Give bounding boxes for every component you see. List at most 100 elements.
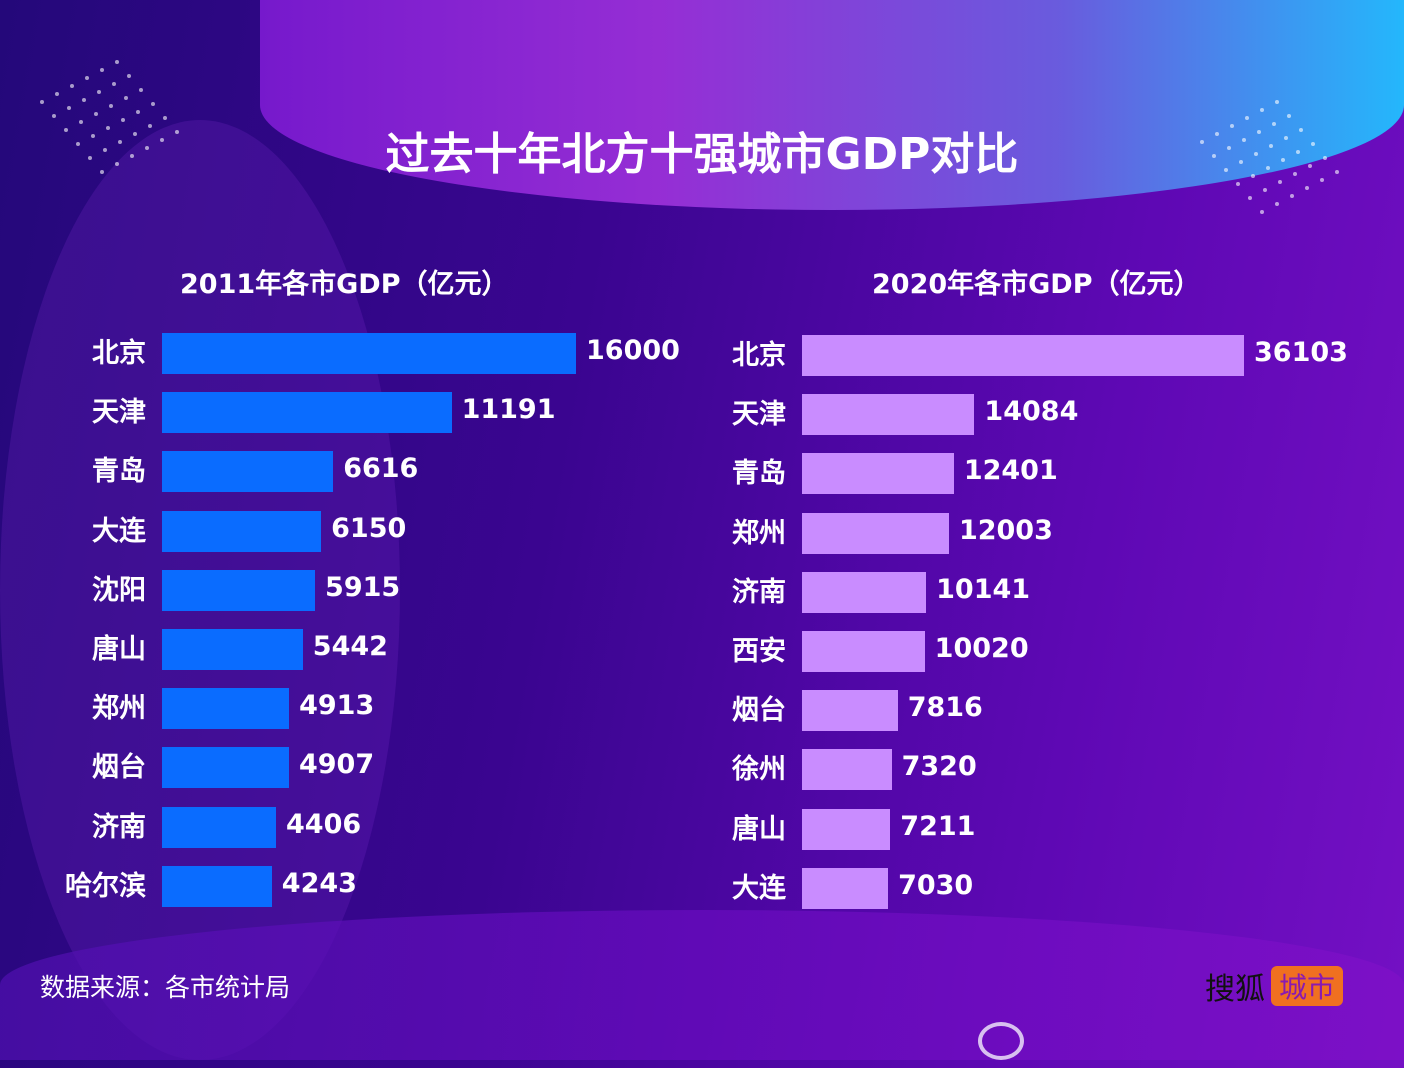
- dot-decoration: [1305, 186, 1309, 190]
- dot-decoration: [109, 104, 113, 108]
- dot-decoration: [1335, 170, 1339, 174]
- background-wave: [0, 910, 1404, 1060]
- dot-decoration: [145, 146, 149, 150]
- bar: [802, 690, 898, 732]
- category-label: 济南: [732, 576, 786, 608]
- data-label: 4406: [286, 808, 362, 840]
- dot-decoration: [1251, 174, 1255, 178]
- dot-decoration: [1242, 138, 1246, 142]
- bar: [802, 394, 975, 436]
- dot-decoration: [118, 140, 122, 144]
- bar: [162, 688, 290, 730]
- category-label: 北京: [732, 340, 786, 371]
- dot-decoration: [52, 114, 56, 118]
- dot-decoration: [163, 116, 167, 120]
- bar: [162, 629, 303, 670]
- dot-decoration: [1290, 194, 1294, 198]
- dot-decoration: [130, 154, 134, 158]
- dot-decoration: [1239, 160, 1243, 164]
- dot-decoration: [115, 60, 119, 64]
- page-title: 过去十年北方十强城市GDP对比: [385, 129, 1019, 180]
- bar: [802, 631, 925, 672]
- dot-decoration: [160, 138, 164, 142]
- data-label: 4243: [281, 867, 357, 899]
- category-label: 济南: [92, 811, 146, 843]
- dot-decoration: [1266, 166, 1270, 170]
- dot-decoration: [1236, 182, 1240, 186]
- category-label: 天津: [732, 399, 786, 431]
- data-label: 12401: [963, 455, 1058, 487]
- bar: [162, 569, 316, 611]
- dot-decoration: [1227, 146, 1231, 150]
- dot-decoration: [1293, 172, 1297, 176]
- dot-decoration: [85, 76, 89, 80]
- category-label: 大连: [92, 515, 146, 547]
- data-label: 36103: [1254, 337, 1348, 368]
- dot-decoration: [1200, 140, 1204, 144]
- data-label: 12003: [958, 514, 1053, 546]
- bar: [162, 747, 289, 789]
- data-label: 16000: [586, 335, 680, 366]
- dot-decoration: [1287, 114, 1291, 118]
- category-label: 青岛: [92, 456, 146, 488]
- dot-decoration: [1308, 164, 1312, 168]
- chart-title-2011: 2011年各市GDP（亿元）: [180, 269, 509, 300]
- dot-decoration: [124, 96, 128, 100]
- category-label: 哈尔滨: [65, 870, 146, 902]
- data-label: 4913: [299, 690, 375, 722]
- dot-decoration: [67, 106, 71, 110]
- dot-decoration: [100, 170, 104, 174]
- data-label: 11191: [461, 394, 556, 426]
- category-label: 唐山: [92, 634, 146, 665]
- dot-decoration: [70, 84, 74, 88]
- dot-decoration: [103, 148, 107, 152]
- data-label: 10020: [934, 633, 1029, 664]
- dot-decoration: [94, 112, 98, 116]
- category-label: 徐州: [732, 754, 786, 786]
- data-label: 7320: [901, 751, 977, 783]
- dot-decoration: [1260, 210, 1264, 214]
- dot-decoration: [76, 142, 80, 146]
- dot-decoration: [1269, 144, 1273, 148]
- dot-decoration: [148, 124, 152, 128]
- dot-decoration: [1212, 154, 1216, 158]
- dot-decoration: [64, 128, 68, 132]
- dot-decoration: [1299, 128, 1303, 132]
- category-label: 青岛: [732, 458, 786, 490]
- bar: [802, 453, 954, 495]
- chart-title-2020: 2020年各市GDP（亿元）: [872, 269, 1201, 300]
- dot-decoration: [1215, 132, 1219, 136]
- dot-decoration: [1254, 152, 1258, 156]
- dot-decoration: [139, 88, 143, 92]
- bar: [802, 335, 1244, 376]
- data-label: 6616: [343, 453, 419, 485]
- dot-decoration: [40, 100, 44, 104]
- bar: [802, 571, 927, 613]
- bar: [802, 749, 892, 791]
- logo-tag: 城市: [1271, 966, 1344, 1006]
- category-label: 唐山: [732, 813, 786, 845]
- data-label: 5442: [312, 631, 388, 662]
- dot-decoration: [121, 118, 125, 122]
- dot-decoration: [136, 110, 140, 114]
- category-label: 烟台: [92, 752, 146, 784]
- bar: [162, 865, 272, 907]
- dot-decoration: [1224, 168, 1228, 172]
- bar: [162, 333, 576, 374]
- dot-decoration: [1275, 202, 1279, 206]
- dot-decoration: [1257, 130, 1261, 134]
- dot-decoration: [1275, 100, 1279, 104]
- dot-decoration: [1245, 116, 1249, 120]
- data-label: 14084: [984, 396, 1079, 428]
- category-label: 西安: [732, 636, 786, 667]
- dot-decoration: [151, 102, 155, 106]
- bar: [162, 510, 322, 552]
- dot-decoration: [127, 74, 131, 78]
- dot-decoration: [1311, 142, 1315, 146]
- data-label: 6150: [331, 512, 407, 544]
- dot-decoration: [133, 132, 137, 136]
- data-label: 4907: [298, 749, 375, 781]
- dot-decoration: [1260, 108, 1264, 112]
- sohu-city-logo: 搜狐 城市: [1205, 964, 1344, 1008]
- data-label: 7030: [898, 869, 974, 901]
